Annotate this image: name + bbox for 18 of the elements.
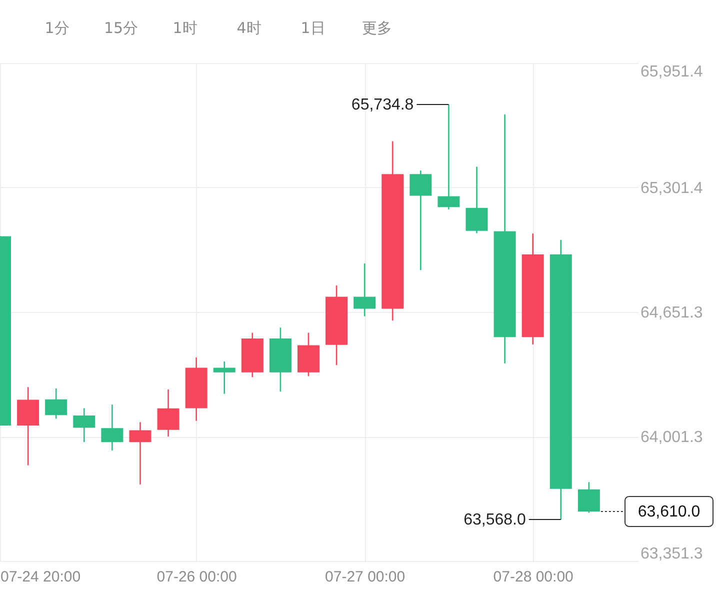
annotation: 65,734.8 [351,96,414,114]
text: 更多 [362,19,392,37]
x-tick-label: 07-28 00:00 [493,568,574,586]
x-tick-label: 07-27 00:00 [325,568,406,586]
y-tick-label: 64,651.3 [640,304,703,322]
text: 15分 [104,19,138,37]
y-tick-label: 65,951.4 [640,64,703,80]
annotation: 63,568.0 [464,511,526,528]
text: 4时 [236,19,262,37]
y-tick-label: 63,351.3 [640,546,703,562]
y-tick-label: 65,301.4 [640,180,703,197]
x-tick-label: 07-26 00:00 [156,568,237,586]
y-tick-label: 64,001.3 [640,429,703,446]
text: 1时 [172,19,198,37]
x-tick-label: 07-24 20:00 [0,568,81,586]
text: 1日 [300,19,326,37]
text: 1分 [44,19,70,37]
ref-line-label: 63,610.0 [638,503,700,520]
